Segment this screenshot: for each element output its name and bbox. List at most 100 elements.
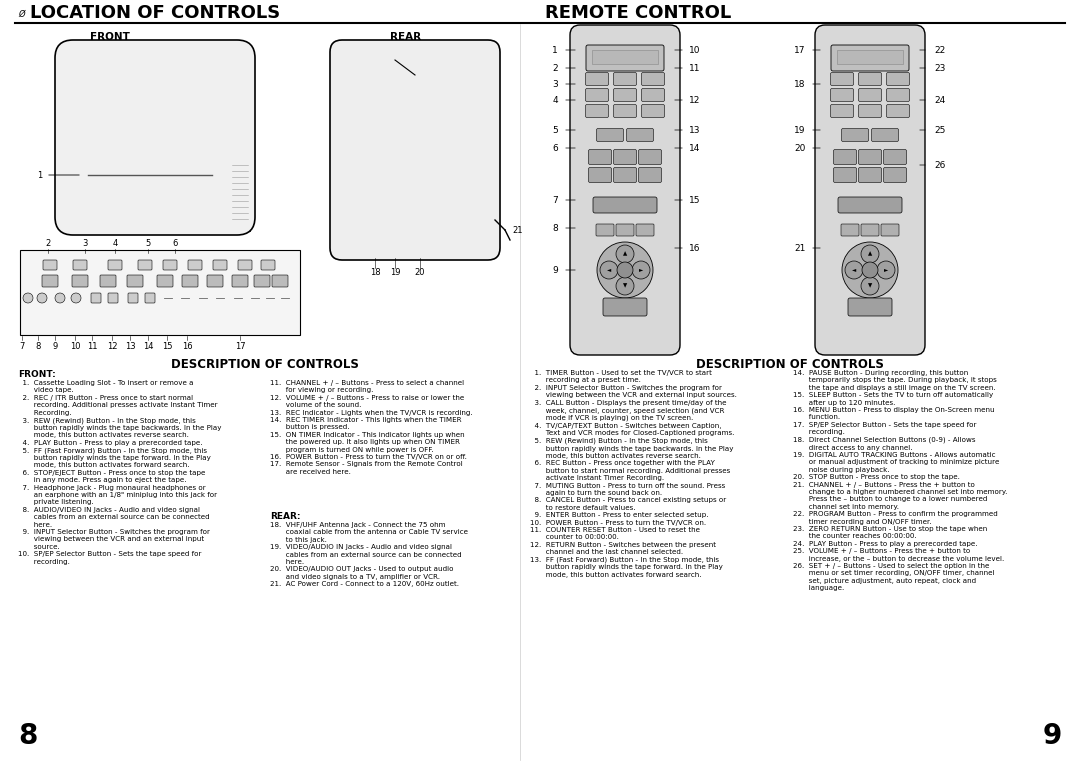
Circle shape xyxy=(372,190,378,196)
Bar xyxy=(21,250,300,335)
Circle shape xyxy=(37,293,48,303)
FancyBboxPatch shape xyxy=(100,275,116,287)
FancyBboxPatch shape xyxy=(330,40,500,260)
Text: DESCRIPTION OF CONTROLS: DESCRIPTION OF CONTROLS xyxy=(171,358,359,371)
FancyBboxPatch shape xyxy=(834,149,856,164)
FancyBboxPatch shape xyxy=(636,224,654,236)
Circle shape xyxy=(134,184,141,192)
Text: 21: 21 xyxy=(513,226,523,235)
Text: ◄: ◄ xyxy=(607,268,611,272)
Text: 11.  CHANNEL + / – Buttons - Press to select a channel
       for viewing or rec: 11. CHANNEL + / – Buttons - Press to sel… xyxy=(270,380,473,482)
Circle shape xyxy=(402,201,416,215)
FancyBboxPatch shape xyxy=(586,45,664,71)
Text: 23: 23 xyxy=(934,63,946,73)
FancyBboxPatch shape xyxy=(841,224,859,236)
Text: 18: 18 xyxy=(369,268,380,276)
Text: 16: 16 xyxy=(181,342,192,351)
FancyBboxPatch shape xyxy=(859,89,881,102)
Bar xyxy=(78,52,238,162)
Circle shape xyxy=(180,183,190,193)
Circle shape xyxy=(71,293,81,303)
FancyBboxPatch shape xyxy=(638,168,661,183)
Text: 7: 7 xyxy=(552,196,558,204)
FancyBboxPatch shape xyxy=(589,149,611,164)
Text: REAR: REAR xyxy=(390,32,421,42)
Circle shape xyxy=(406,205,411,211)
FancyBboxPatch shape xyxy=(815,25,924,355)
Circle shape xyxy=(616,277,634,295)
FancyBboxPatch shape xyxy=(861,224,879,236)
Text: 9: 9 xyxy=(1042,722,1062,750)
FancyBboxPatch shape xyxy=(43,260,57,270)
Circle shape xyxy=(842,242,897,298)
Text: ►: ► xyxy=(639,268,643,272)
FancyBboxPatch shape xyxy=(157,275,173,287)
Text: 14: 14 xyxy=(143,342,153,351)
Text: 1: 1 xyxy=(552,45,558,54)
FancyBboxPatch shape xyxy=(613,149,636,164)
Circle shape xyxy=(55,293,65,303)
FancyBboxPatch shape xyxy=(848,298,892,316)
Text: 24: 24 xyxy=(934,96,946,105)
FancyBboxPatch shape xyxy=(72,275,87,287)
Text: 21: 21 xyxy=(794,243,806,252)
Text: REAR:: REAR: xyxy=(270,512,300,521)
FancyBboxPatch shape xyxy=(91,293,102,303)
Bar xyxy=(837,50,903,64)
Bar xyxy=(86,200,94,206)
FancyBboxPatch shape xyxy=(872,129,899,142)
Text: 25: 25 xyxy=(934,125,946,135)
Text: 5: 5 xyxy=(146,239,150,248)
FancyBboxPatch shape xyxy=(129,293,138,303)
FancyBboxPatch shape xyxy=(183,275,198,287)
Text: 1.  TIMER Button - Used to set the TV/VCR to start
       recording at a preset : 1. TIMER Button - Used to set the TV/VCR… xyxy=(530,370,737,578)
Circle shape xyxy=(333,155,343,165)
Bar xyxy=(224,200,232,206)
Text: ▼: ▼ xyxy=(623,284,627,288)
Text: 10: 10 xyxy=(689,45,701,54)
Text: 15: 15 xyxy=(689,196,701,204)
Text: 5: 5 xyxy=(552,125,558,135)
FancyBboxPatch shape xyxy=(613,73,636,86)
FancyBboxPatch shape xyxy=(642,105,664,118)
FancyBboxPatch shape xyxy=(859,73,881,86)
Text: REMOTE CONTROL: REMOTE CONTROL xyxy=(545,4,731,22)
Circle shape xyxy=(861,277,879,295)
Text: ▼: ▼ xyxy=(868,284,873,288)
Circle shape xyxy=(616,245,634,263)
Text: 11: 11 xyxy=(86,342,97,351)
FancyBboxPatch shape xyxy=(585,73,608,86)
Bar xyxy=(82,56,234,158)
Text: 1: 1 xyxy=(37,171,42,180)
FancyBboxPatch shape xyxy=(831,105,853,118)
Text: 9: 9 xyxy=(552,265,558,275)
FancyBboxPatch shape xyxy=(613,105,636,118)
Text: 4: 4 xyxy=(552,96,557,105)
Circle shape xyxy=(861,245,879,263)
FancyBboxPatch shape xyxy=(613,89,636,102)
Text: 18.  VHF/UHF Antenna Jack - Connect the 75 ohm
       coaxial cable from the ant: 18. VHF/UHF Antenna Jack - Connect the 7… xyxy=(270,522,468,588)
Text: 13: 13 xyxy=(689,125,701,135)
FancyBboxPatch shape xyxy=(589,168,611,183)
Text: 6: 6 xyxy=(173,239,178,248)
FancyBboxPatch shape xyxy=(138,260,152,270)
FancyBboxPatch shape xyxy=(616,224,634,236)
FancyBboxPatch shape xyxy=(337,52,399,98)
FancyBboxPatch shape xyxy=(213,260,227,270)
Bar xyxy=(144,200,152,206)
FancyBboxPatch shape xyxy=(831,45,909,71)
Text: ►: ► xyxy=(883,268,888,272)
Text: 2: 2 xyxy=(45,239,51,248)
FancyBboxPatch shape xyxy=(238,260,252,270)
FancyBboxPatch shape xyxy=(73,260,87,270)
Text: 11: 11 xyxy=(689,63,701,73)
FancyBboxPatch shape xyxy=(55,40,255,235)
FancyBboxPatch shape xyxy=(838,197,902,213)
FancyBboxPatch shape xyxy=(585,89,608,102)
FancyBboxPatch shape xyxy=(841,129,868,142)
Circle shape xyxy=(119,184,127,192)
FancyBboxPatch shape xyxy=(593,197,657,213)
Text: 14: 14 xyxy=(689,144,701,152)
FancyBboxPatch shape xyxy=(411,52,473,98)
Bar xyxy=(171,200,179,206)
